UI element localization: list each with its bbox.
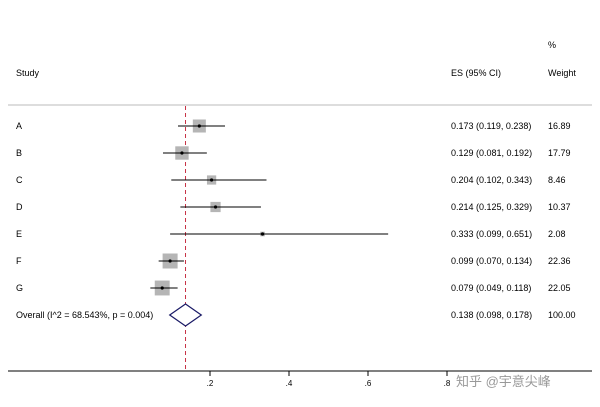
study-row: F 0.099 (0.070, 0.134) 22.36 (16, 253, 571, 269)
es-value: 0.333 (0.099, 0.651) (451, 229, 532, 239)
es-value: 0.079 (0.049, 0.118) (451, 283, 531, 293)
point-estimate (209, 178, 214, 182)
study-row: D 0.214 (0.125, 0.329) 10.37 (16, 201, 571, 213)
es-value: 0.129 (0.081, 0.192) (451, 148, 532, 158)
point-estimate (180, 151, 184, 155)
watermark-text: 知乎 @宇意尖峰 (456, 374, 551, 389)
point-estimate (168, 259, 172, 263)
x-tick-label: .8 (444, 379, 451, 388)
es-value: 0.204 (0.102, 0.343) (451, 175, 532, 185)
x-axis: .2 .4 .6 .8 (8, 370, 592, 388)
study-label: F (16, 256, 22, 266)
es-value: 0.214 (0.125, 0.329) (451, 202, 532, 212)
x-tick-label: .2 (207, 379, 214, 388)
study-label: C (16, 175, 23, 185)
es-value: 0.099 (0.070, 0.134) (451, 256, 532, 266)
weight-value: 16.89 (548, 121, 571, 131)
overall-es-value: 0.138 (0.098, 0.178) (451, 310, 532, 320)
study-row: C 0.204 (0.102, 0.343) 8.46 (16, 175, 566, 185)
weight-value: 8.46 (548, 175, 566, 185)
study-row: A 0.173 (0.119, 0.238) 16.89 (16, 119, 571, 133)
x-tick-label: .6 (365, 379, 372, 388)
study-row: B 0.129 (0.081, 0.192) 17.79 (16, 146, 571, 160)
study-label: B (16, 148, 22, 158)
weight-percent-header: % (548, 40, 556, 50)
study-label: E (16, 229, 22, 239)
point-estimate (197, 124, 201, 128)
weight-value: 22.05 (548, 283, 571, 293)
point-estimate (160, 286, 164, 290)
weight-value: 17.79 (548, 148, 571, 158)
point-estimate (260, 232, 265, 236)
x-tick-label: .4 (286, 379, 293, 388)
es-column-header: ES (95% CI) (451, 68, 501, 78)
study-column-header: Study (16, 68, 40, 78)
study-label: G (16, 283, 23, 293)
study-label: D (16, 202, 23, 212)
overall-weight-value: 100.00 (548, 310, 576, 320)
study-row: G 0.079 (0.049, 0.118) 22.05 (16, 280, 571, 296)
study-row: E 0.333 (0.099, 0.651) 2.08 (16, 229, 566, 239)
weight-column-header: Weight (548, 68, 576, 78)
point-estimate (213, 205, 218, 209)
overall-row: Overall (I^2 = 68.543%, p = 0.004) 0.138 … (16, 303, 576, 327)
es-value: 0.173 (0.119, 0.238) (451, 121, 531, 131)
study-rows: A 0.173 (0.119, 0.238) 16.89 B 0.129 (0.081,… (16, 106, 576, 370)
overall-label: Overall (I^2 = 68.543%, p = 0.004) (16, 310, 153, 320)
study-label: A (16, 121, 22, 131)
weight-value: 2.08 (548, 229, 566, 239)
weight-value: 22.36 (548, 256, 571, 266)
overall-diamond (168, 303, 203, 327)
weight-value: 10.37 (548, 202, 571, 212)
